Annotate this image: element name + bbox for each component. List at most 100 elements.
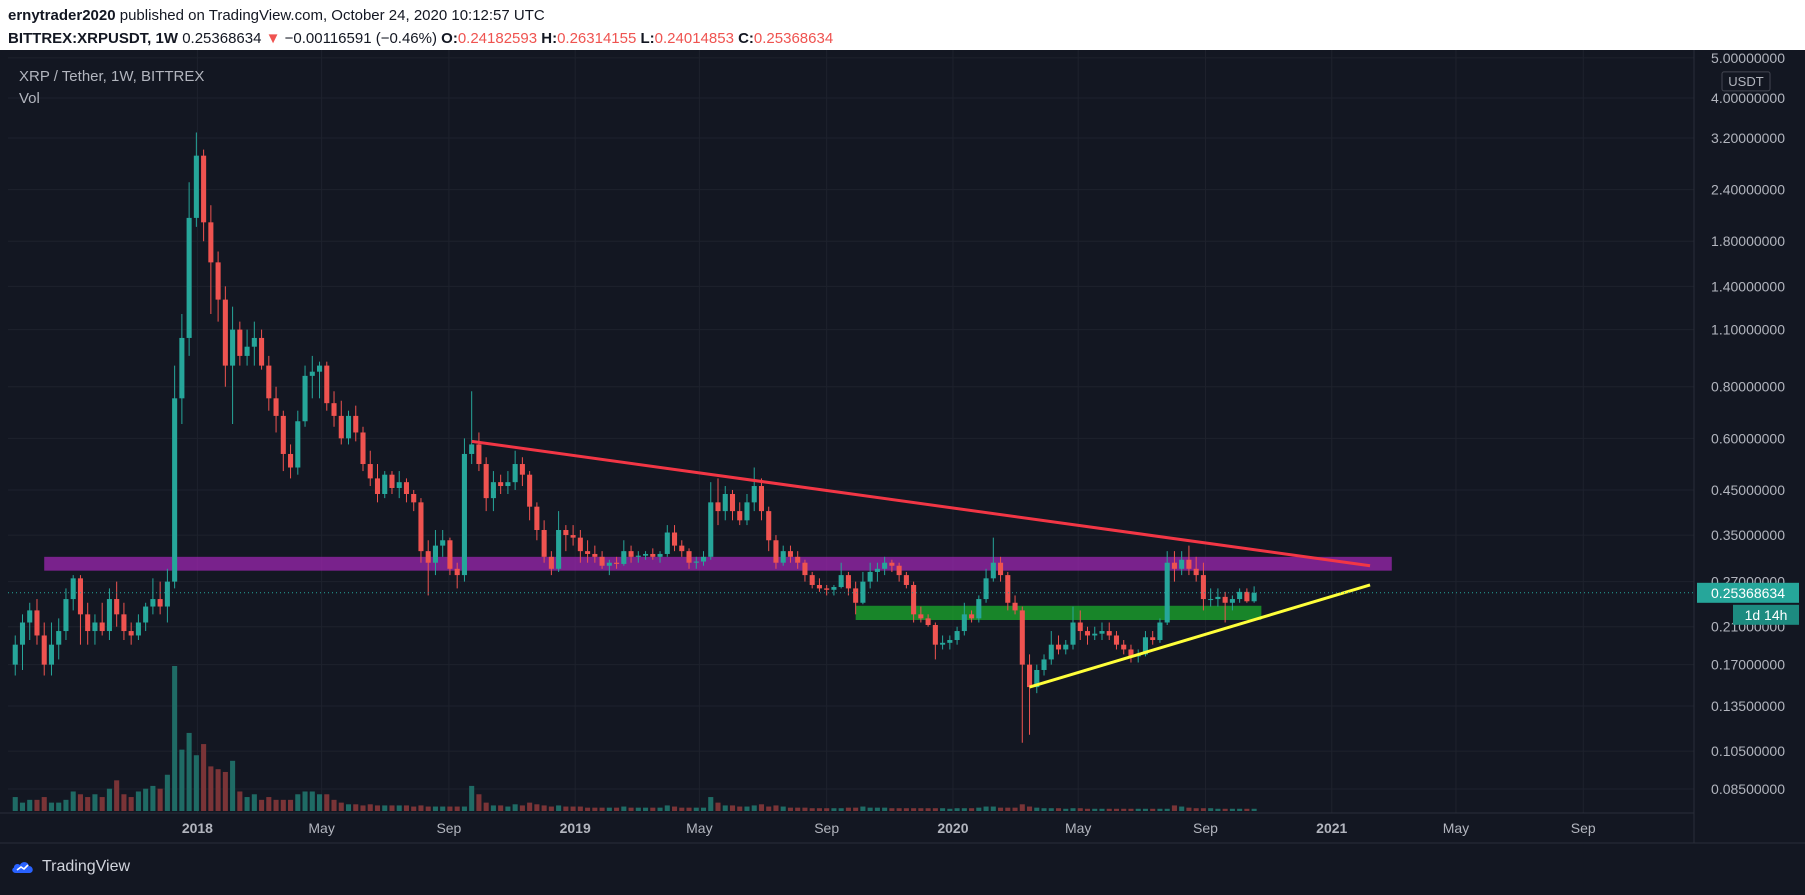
candle-body bbox=[766, 511, 772, 541]
candle-body bbox=[374, 478, 381, 495]
volume-bar bbox=[1077, 808, 1083, 811]
chart-canvas[interactable]: 5.00000000 4.00000000 3.20000000 2.40000000… bbox=[0, 50, 1805, 895]
volume-bar bbox=[454, 806, 460, 811]
volume-bar bbox=[700, 807, 707, 811]
volume-bar bbox=[1179, 806, 1185, 811]
candle-body bbox=[1157, 622, 1163, 641]
symbol-label: BITTREX:XRPUSDT, 1W bbox=[8, 30, 179, 47]
candle-body bbox=[940, 642, 946, 645]
volume-bar bbox=[1200, 808, 1206, 811]
volume-bar bbox=[918, 808, 924, 811]
candle-body bbox=[85, 614, 91, 632]
volume-bar bbox=[556, 805, 562, 811]
candle-body bbox=[1041, 659, 1047, 670]
volume-bar bbox=[302, 791, 308, 811]
candle-body bbox=[838, 575, 844, 588]
volume-bar bbox=[432, 806, 438, 811]
author-name[interactable]: ernytrader2020 bbox=[8, 7, 116, 24]
tradingview-logo[interactable]: TradingView bbox=[10, 858, 130, 876]
candle-body bbox=[969, 614, 975, 619]
ohlc-line: BITTREX:XRPUSDT, 1W 0.25368634 ▼ −0.0011… bbox=[8, 29, 1797, 49]
volume-bar bbox=[679, 807, 685, 811]
candle-body bbox=[693, 561, 699, 563]
candle-body bbox=[976, 599, 982, 619]
time-tick-label: May bbox=[686, 820, 712, 836]
volume-bar bbox=[585, 807, 591, 811]
volume-bar bbox=[940, 808, 946, 811]
volume-bar bbox=[461, 806, 467, 811]
candle-body bbox=[273, 398, 279, 416]
volume-bar bbox=[657, 807, 663, 811]
chart-area[interactable]: 5.00000000 4.00000000 3.20000000 2.40000000… bbox=[0, 50, 1805, 895]
volume-bar bbox=[222, 771, 228, 811]
volume-bar bbox=[932, 808, 938, 811]
volume-bar bbox=[374, 805, 381, 811]
volume-bar bbox=[273, 799, 279, 811]
legend-title[interactable]: XRP / Tether, 1W, BITTREX bbox=[19, 68, 205, 85]
volume-bar bbox=[447, 806, 453, 811]
countdown-tag bbox=[1733, 604, 1799, 625]
candle-body bbox=[1142, 637, 1148, 655]
volume-bar bbox=[824, 808, 830, 811]
candle-body bbox=[201, 155, 207, 223]
publish-line: ernytrader2020 published on TradingView.… bbox=[8, 6, 1797, 26]
candle-body bbox=[280, 415, 286, 454]
volume-bar bbox=[237, 791, 243, 811]
candle-body bbox=[222, 299, 228, 366]
candle-body bbox=[99, 622, 105, 632]
last-price-tag-label: 0.25368634 bbox=[1711, 585, 1785, 601]
candle-body bbox=[1070, 622, 1076, 645]
candle-body bbox=[1027, 664, 1033, 688]
candle-body bbox=[606, 562, 612, 566]
candle-body bbox=[947, 640, 953, 643]
volume-bar bbox=[766, 806, 772, 811]
volume-bar bbox=[1150, 808, 1156, 811]
candle-body bbox=[353, 415, 359, 433]
candle-body bbox=[548, 556, 554, 569]
volume-bar bbox=[751, 805, 757, 811]
candle-body bbox=[367, 464, 373, 479]
volume-bar bbox=[266, 797, 272, 811]
tradingview-cloud-icon bbox=[12, 862, 33, 873]
price-tick-label: 5.00000000 bbox=[1711, 50, 1785, 66]
candle-body bbox=[1121, 644, 1127, 650]
candle-body bbox=[643, 553, 649, 556]
volume-bar bbox=[780, 806, 786, 811]
last-price-tag bbox=[1697, 582, 1799, 603]
candle-body bbox=[316, 365, 323, 372]
volume-bar bbox=[193, 755, 199, 811]
volume-bar bbox=[338, 802, 344, 811]
volume-bar bbox=[563, 806, 569, 811]
candle-body bbox=[309, 371, 315, 376]
volume-bar bbox=[12, 797, 18, 811]
candle-body bbox=[744, 502, 750, 521]
candle-body bbox=[614, 562, 620, 564]
candle-body bbox=[1048, 644, 1054, 660]
open-label: O: bbox=[441, 30, 458, 47]
volume-bar bbox=[671, 806, 678, 811]
candle-body bbox=[1128, 649, 1134, 657]
legend-volume[interactable]: Vol bbox=[19, 90, 40, 107]
candle-body bbox=[1034, 669, 1040, 688]
candle-body bbox=[621, 551, 627, 564]
time-tick-label: Sep bbox=[814, 820, 839, 836]
volume-bar bbox=[208, 766, 214, 811]
candle-body bbox=[128, 631, 134, 636]
volume-bar bbox=[1244, 808, 1250, 811]
candle-body bbox=[1164, 562, 1170, 623]
candle-body bbox=[541, 530, 547, 557]
volume-bar bbox=[947, 808, 953, 811]
currency-label: USDT bbox=[1728, 74, 1763, 89]
candle-body bbox=[41, 635, 47, 665]
volume-bar bbox=[316, 794, 323, 811]
volume-bar bbox=[860, 806, 866, 811]
volume-bar bbox=[889, 808, 895, 811]
candle-body bbox=[686, 551, 692, 563]
volume-bar bbox=[1251, 808, 1257, 811]
volume-bar bbox=[599, 807, 605, 811]
candle-body bbox=[1012, 602, 1018, 611]
candle-body bbox=[635, 555, 641, 557]
time-tick-label: May bbox=[1443, 820, 1469, 836]
volume-bar bbox=[1106, 808, 1112, 811]
chart-legend: XRP / Tether, 1W, BITTREX Vol bbox=[19, 66, 204, 110]
